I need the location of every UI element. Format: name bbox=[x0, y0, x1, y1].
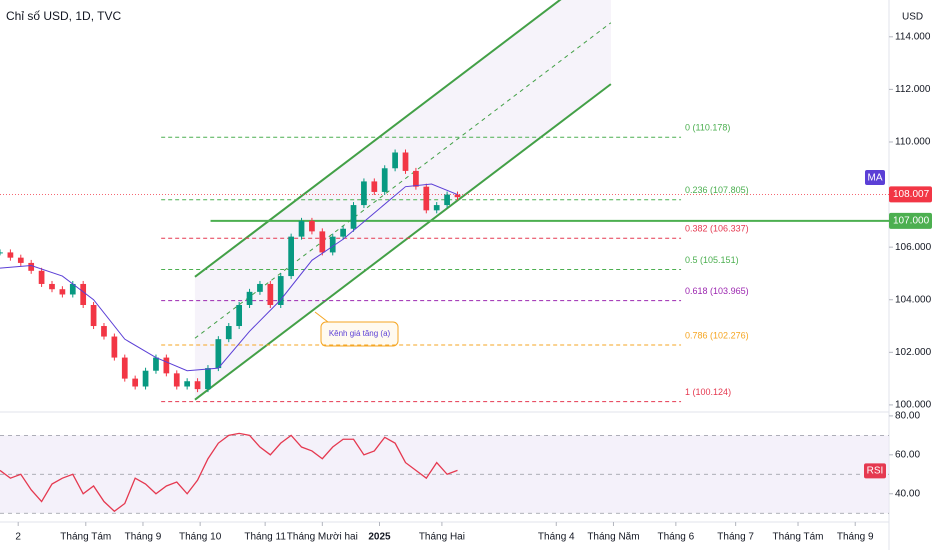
x-tick-label: Tháng 11 bbox=[244, 532, 286, 543]
candle-body bbox=[444, 194, 450, 206]
fib-label: 0.5 (105.151) bbox=[685, 255, 739, 265]
candle-body bbox=[246, 291, 253, 305]
fib-label: 0.618 (103.965) bbox=[685, 286, 749, 296]
candle-body bbox=[153, 357, 159, 371]
candle-body bbox=[173, 373, 180, 387]
ma-line bbox=[0, 183, 458, 372]
fib-label: 0 (110.178) bbox=[685, 123, 730, 133]
y-tick-label: 106.000 bbox=[895, 242, 932, 253]
candle-body bbox=[381, 168, 388, 192]
annotation-connector bbox=[314, 311, 329, 323]
x-tick-label: Tháng 6 bbox=[657, 532, 694, 543]
y-tick-label: 114.000 bbox=[895, 31, 931, 42]
candle-body bbox=[392, 152, 398, 169]
fib-label: 0.786 (102.276) bbox=[685, 330, 749, 340]
candle-body bbox=[59, 289, 66, 295]
candle-body bbox=[361, 181, 367, 206]
fib-label: 0.236 (107.805) bbox=[685, 185, 749, 195]
x-tick-label: Tháng 7 bbox=[717, 532, 754, 543]
candle-body bbox=[225, 326, 232, 340]
candle-body bbox=[80, 283, 87, 305]
candle-body bbox=[7, 252, 14, 258]
candle-body bbox=[298, 220, 305, 237]
candle-body bbox=[288, 236, 294, 277]
candle-body bbox=[257, 283, 263, 292]
channel-middle bbox=[194, 22, 612, 339]
x-tick-label: Tháng Mười hai bbox=[287, 532, 358, 543]
x-tick-label: Tháng Tám bbox=[773, 532, 824, 543]
y-tick-label: 80.00 bbox=[895, 411, 920, 422]
channel-upper bbox=[194, 0, 562, 278]
candle-body bbox=[17, 257, 24, 263]
rsi-badge-label: RSI bbox=[867, 466, 884, 477]
y-tick-label: 104.000 bbox=[895, 294, 932, 305]
candle-body bbox=[142, 370, 149, 387]
y-tick-label: 100.000 bbox=[895, 400, 932, 411]
axis-unit: USD bbox=[902, 12, 923, 23]
last-price-badge bbox=[889, 186, 932, 203]
fib-label: 1 (100.124) bbox=[685, 387, 731, 397]
annotation-box bbox=[320, 321, 399, 347]
last-price-label: 108.007 bbox=[893, 189, 930, 200]
x-tick-label: Tháng 10 bbox=[179, 532, 222, 543]
candle-body bbox=[101, 326, 107, 337]
x-tick-label: Tháng Tám bbox=[60, 532, 111, 543]
candle-body bbox=[90, 304, 97, 327]
x-tick-label: Tháng 4 bbox=[538, 532, 575, 543]
y-tick-label: 110.000 bbox=[895, 137, 931, 148]
candle-body bbox=[277, 276, 284, 305]
candle-body bbox=[111, 336, 118, 358]
channel-lower bbox=[194, 83, 612, 401]
hline-badge bbox=[889, 212, 932, 229]
y-tick-label: 60.00 bbox=[895, 449, 920, 460]
candle-body bbox=[402, 152, 409, 171]
candle-body bbox=[236, 304, 243, 327]
candle-body bbox=[215, 339, 222, 369]
candle-body bbox=[371, 181, 378, 192]
candle-body bbox=[184, 381, 191, 387]
candle-body bbox=[194, 381, 201, 390]
y-tick-label: 40.00 bbox=[895, 488, 920, 499]
candle-body bbox=[309, 220, 315, 232]
x-tick-label: 2 bbox=[15, 532, 21, 543]
y-tick-label: 102.000 bbox=[895, 347, 932, 358]
candle-body bbox=[413, 170, 419, 187]
candle-body bbox=[267, 283, 274, 305]
candle-body bbox=[329, 236, 336, 253]
candle-body bbox=[132, 378, 139, 387]
candle-body bbox=[433, 205, 440, 211]
candle-body bbox=[454, 194, 461, 198]
hline-label: 107.000 bbox=[893, 215, 930, 226]
rsi-band bbox=[0, 435, 889, 514]
candle-body bbox=[69, 283, 76, 295]
candle-body bbox=[319, 231, 326, 253]
candle-body bbox=[121, 357, 128, 379]
x-tick-label: Tháng 9 bbox=[837, 532, 874, 543]
candle-body bbox=[49, 283, 55, 290]
candle-body bbox=[340, 228, 346, 237]
rsi-line bbox=[0, 432, 458, 513]
candle-body bbox=[28, 262, 35, 271]
y-tick-label: 112.000 bbox=[895, 84, 931, 95]
fib-label: 0.382 (106.337) bbox=[685, 224, 749, 234]
chart-title: Chỉ số USD, 1D, TVC bbox=[6, 9, 121, 23]
x-tick-label: Tháng Năm bbox=[587, 532, 639, 543]
candle-body bbox=[163, 357, 170, 374]
annotation-text: Kênh giá tăng (a) bbox=[329, 329, 391, 338]
x-tick-label: Tháng Hai bbox=[419, 532, 465, 543]
x-tick-label: Tháng 9 bbox=[125, 532, 162, 543]
candle-body bbox=[0, 252, 3, 254]
x-tick-label: 2025 bbox=[368, 532, 391, 543]
ma-badge-label: MA bbox=[868, 173, 883, 184]
candle-body bbox=[205, 368, 211, 390]
candle-body bbox=[38, 270, 45, 284]
candle-body bbox=[350, 205, 357, 229]
ma-badge bbox=[865, 170, 885, 185]
rsi-badge bbox=[864, 463, 886, 479]
candle-body bbox=[423, 186, 430, 211]
